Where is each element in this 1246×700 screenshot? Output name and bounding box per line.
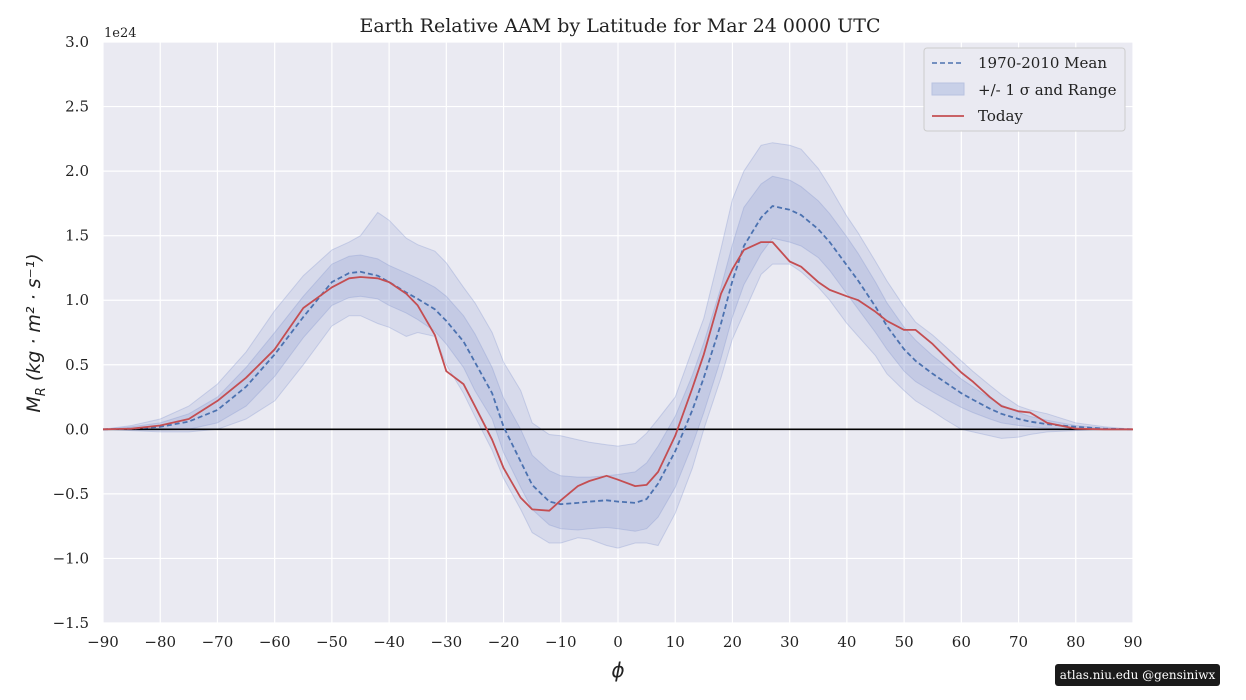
x-tick-labels: −90 −80 −70 −60 −50 −40 −30 −20 −10 0 10 20 30 40 50 60… bbox=[87, 633, 1142, 651]
x-tick-label: 50 bbox=[895, 633, 914, 651]
y-axis-label: MR (kg · m² · s⁻¹) bbox=[23, 253, 49, 412]
legend-band-label: +/- 1 σ and Range bbox=[978, 81, 1117, 99]
x-tick-label: −40 bbox=[373, 633, 405, 651]
x-tick-label: 0 bbox=[613, 633, 623, 651]
y-tick-label: 2.5 bbox=[65, 98, 89, 116]
x-tick-label: −90 bbox=[87, 633, 119, 651]
x-tick-label: −60 bbox=[259, 633, 291, 651]
y-tick-label: −1.5 bbox=[53, 614, 89, 632]
y-tick-label: 1.0 bbox=[65, 291, 89, 309]
x-tick-label: 90 bbox=[1123, 633, 1142, 651]
y-axis-label-units: (kg · m² · s⁻¹) bbox=[23, 253, 45, 381]
x-tick-label: 10 bbox=[666, 633, 685, 651]
legend: 1970-2010 Mean +/- 1 σ and Range Today bbox=[923, 47, 1126, 132]
series-lines-group bbox=[102, 205, 1134, 512]
x-tick-label: −10 bbox=[545, 633, 577, 651]
x-tick-label: 20 bbox=[723, 633, 742, 651]
y-tick-label: 3.0 bbox=[65, 33, 89, 51]
x-tick-label: 60 bbox=[952, 633, 971, 651]
x-tick-label: −20 bbox=[488, 633, 520, 651]
x-tick-label: 70 bbox=[1009, 633, 1028, 651]
x-tick-label: −30 bbox=[431, 633, 463, 651]
y-axis-label-sub: R bbox=[34, 387, 49, 396]
x-tick-label: −70 bbox=[202, 633, 234, 651]
legend-mean-label: 1970-2010 Mean bbox=[978, 54, 1107, 72]
legend-today-label: Today bbox=[978, 107, 1023, 125]
y-tick-label: 0.5 bbox=[65, 356, 89, 374]
svg-text:MR(kg · m² · s⁻¹): MR (kg · m² · s⁻¹) bbox=[23, 253, 49, 412]
legend-band-swatch bbox=[931, 82, 965, 96]
x-tick-label: 80 bbox=[1066, 633, 1085, 651]
y-tick-label: −1.0 bbox=[53, 549, 89, 567]
y-tick-label: 1.5 bbox=[65, 227, 89, 245]
x-tick-label: 30 bbox=[780, 633, 799, 651]
y-tick-labels: −1.5 −1.0 −0.5 0.0 0.5 1.0 1.5 2.0 2.5 3.0 bbox=[53, 33, 89, 632]
mean-line bbox=[102, 205, 1134, 506]
credit-badge: atlas.niu.edu @gensiniwx bbox=[1055, 664, 1220, 686]
y-offset-label: 1e24 bbox=[104, 26, 137, 41]
y-tick-label: −0.5 bbox=[53, 485, 89, 503]
x-tick-label: −80 bbox=[144, 633, 176, 651]
x-axis-label: ϕ bbox=[611, 658, 624, 682]
grid-lines bbox=[102, 41, 1134, 624]
chart-title: Earth Relative AAM by Latitude for Mar 2… bbox=[359, 15, 880, 37]
legend-box bbox=[923, 47, 1126, 132]
x-tick-label: 40 bbox=[837, 633, 856, 651]
x-tick-label: −50 bbox=[316, 633, 348, 651]
y-tick-label: 0.0 bbox=[65, 420, 89, 438]
today-line bbox=[102, 241, 1133, 512]
y-tick-label: 2.0 bbox=[65, 162, 89, 180]
y-axis-label-main: M bbox=[23, 396, 45, 412]
